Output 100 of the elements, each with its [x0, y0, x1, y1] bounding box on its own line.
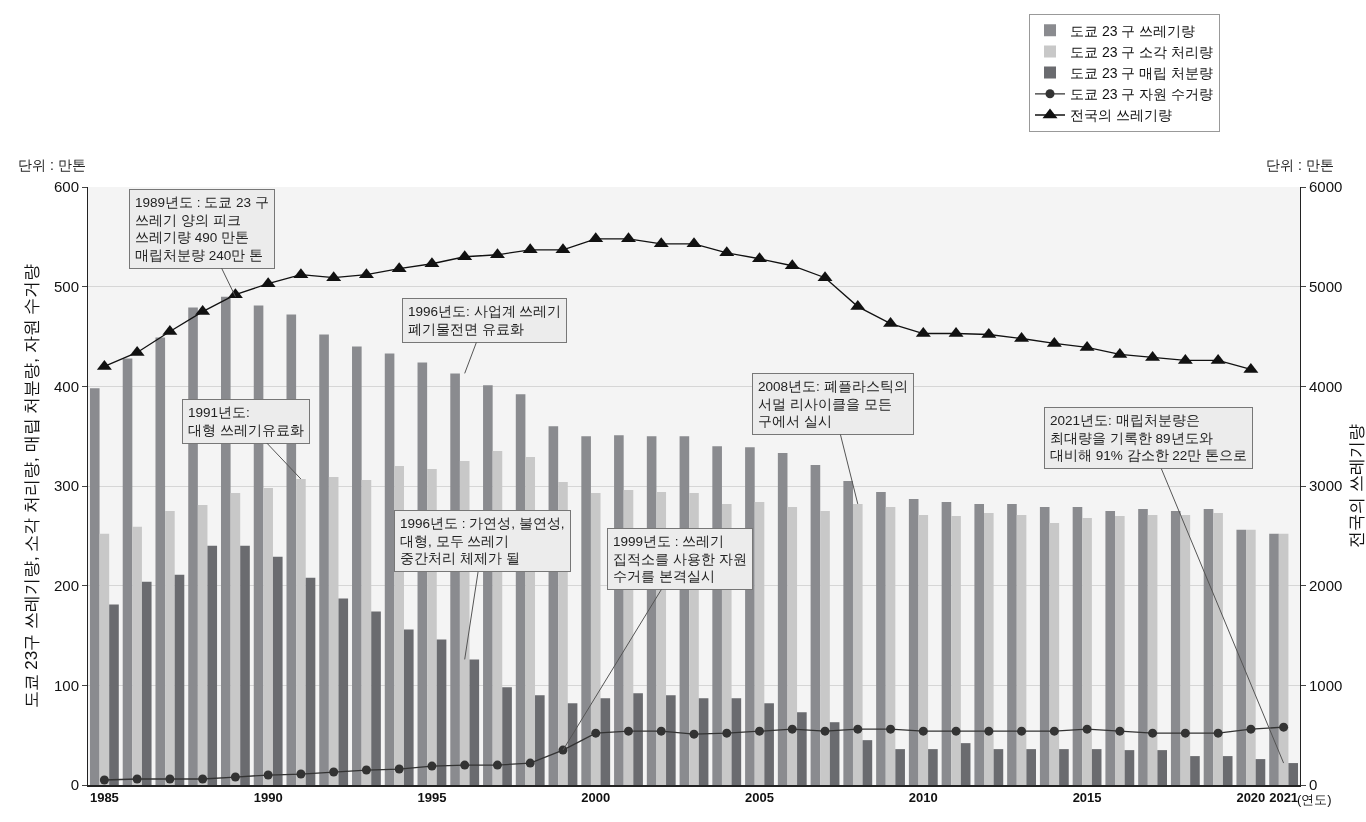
bar	[1288, 763, 1299, 785]
point	[918, 726, 928, 736]
bar	[885, 506, 896, 785]
bar	[1082, 517, 1092, 785]
point	[296, 769, 306, 779]
bar	[1246, 529, 1256, 785]
annotation: 2021년도: 매립처분량은 최대량을 기록한 89년도와 대비해 91% 감소한 22만 톤으로	[1050, 413, 1248, 464]
bar	[876, 491, 886, 785]
bar	[1124, 750, 1135, 785]
point	[492, 760, 502, 770]
bar	[754, 501, 765, 785]
bar	[1138, 508, 1148, 785]
legend-label: 도쿄 23 구 자원 수거량	[1070, 86, 1214, 103]
bar	[132, 526, 142, 785]
x-tick-label: 1985	[89, 790, 119, 806]
point	[689, 729, 699, 739]
point	[787, 724, 797, 734]
bar	[122, 358, 133, 785]
bar	[928, 749, 938, 785]
legend-label: 도쿄 23 구 소각 처리량	[1070, 43, 1214, 60]
bar	[600, 698, 611, 785]
bar	[777, 453, 788, 785]
y2-tick-label: 1000	[1309, 676, 1343, 694]
bar	[109, 604, 119, 785]
point	[525, 758, 535, 768]
bar	[296, 479, 306, 785]
x-tick-label: 2015	[1072, 790, 1102, 806]
y-tick-label: 600	[53, 178, 79, 196]
point	[886, 724, 896, 734]
bar	[984, 512, 994, 785]
bar	[960, 743, 971, 785]
bar	[829, 722, 840, 785]
bar	[263, 487, 273, 785]
point	[230, 772, 240, 782]
point	[1279, 722, 1289, 732]
point	[1213, 728, 1223, 738]
bar	[1115, 515, 1125, 785]
bar	[174, 574, 185, 785]
y2-axis-title: 전국의 쓰레기량	[1347, 424, 1366, 548]
bar	[1072, 506, 1083, 785]
bar	[338, 598, 349, 785]
point	[394, 764, 404, 774]
annotation: 2008년도: 폐플라스틱의 서멀 리사이클을 모든 구에서 실시	[758, 379, 908, 430]
bar	[361, 480, 372, 785]
bar	[1157, 750, 1168, 785]
text: 단위 : 만톤	[18, 157, 86, 173]
point	[623, 726, 633, 736]
bar	[843, 481, 853, 785]
bar	[820, 510, 830, 785]
bar	[272, 556, 283, 785]
bar	[698, 698, 709, 785]
point	[165, 774, 175, 784]
bar	[352, 346, 362, 785]
bar	[1278, 533, 1289, 785]
bar	[1026, 749, 1036, 785]
bar	[1190, 756, 1200, 785]
point	[722, 728, 732, 738]
annotation: 1989년도 : 도쿄 23 구 쓰레기 양의 피크 쓰레기량 490 만톤 매립처분량 240만 톤	[135, 195, 269, 263]
point	[591, 728, 601, 738]
annotation: 1996년도: 사업계 쓰레기 폐기물전면 유료화	[408, 304, 562, 337]
bar	[590, 492, 601, 785]
x-tick-label: 2000	[581, 790, 611, 806]
point	[361, 765, 371, 775]
bar	[535, 695, 545, 785]
bar	[1213, 512, 1223, 785]
x-tick-label: 2010	[908, 790, 938, 806]
bar	[1180, 514, 1191, 785]
point	[820, 726, 830, 736]
bar	[1105, 510, 1116, 785]
point	[1148, 728, 1158, 738]
point	[656, 726, 666, 736]
text: 단위 : 만톤	[1266, 157, 1334, 173]
x-tick-label: 2020	[1236, 790, 1266, 806]
bar	[941, 501, 952, 785]
y-tick-label: 400	[53, 377, 79, 395]
x-axis-title: (연도)	[1297, 792, 1332, 807]
bar	[852, 503, 863, 785]
bar	[567, 703, 578, 785]
bar	[436, 639, 447, 785]
y2-tick-label: 3000	[1309, 477, 1343, 495]
annotation: 1996년도 : 가연성, 불연성, 대형, 모두 쓰레기 중간처리 체제가 될	[400, 516, 565, 567]
bar	[581, 436, 591, 785]
point	[132, 774, 142, 784]
point	[1082, 724, 1092, 734]
y-tick-label: 200	[53, 576, 79, 594]
legend-label: 도쿄 23 구 쓰레기량	[1070, 22, 1196, 39]
bar	[731, 698, 742, 785]
point	[1017, 726, 1027, 736]
bar	[1039, 506, 1050, 785]
point	[427, 761, 437, 771]
bar	[207, 545, 218, 785]
bar	[895, 749, 905, 785]
bar	[1222, 756, 1233, 785]
bar	[155, 337, 166, 785]
bar	[469, 659, 480, 785]
bar	[141, 581, 152, 785]
point	[329, 767, 339, 777]
y2-tick-label: 2000	[1309, 576, 1343, 594]
point	[460, 760, 470, 770]
x-tick-label: 2021	[1269, 790, 1299, 806]
